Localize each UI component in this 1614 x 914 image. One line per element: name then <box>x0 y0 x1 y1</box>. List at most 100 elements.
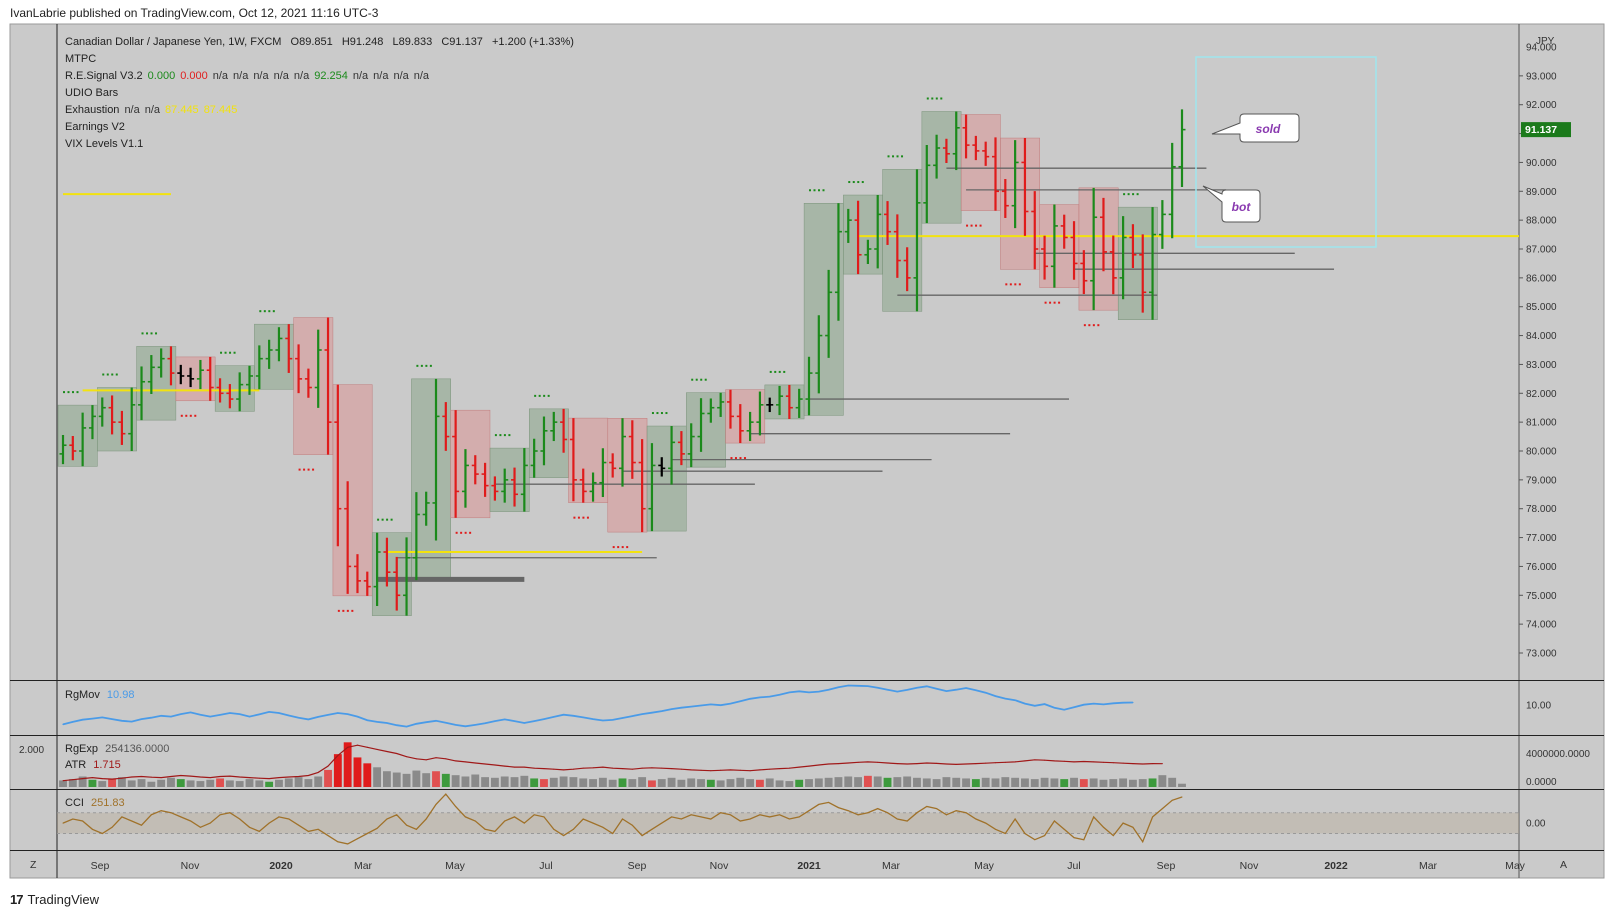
time-tick-label: May <box>445 860 466 872</box>
rgmov-point <box>945 690 948 692</box>
cci-point <box>72 818 74 820</box>
cci-point <box>582 818 584 820</box>
price-tick-label: 90.000 <box>1526 158 1557 169</box>
rgexp-volume-bar <box>628 779 637 787</box>
cci-point <box>749 818 751 820</box>
green-regime-box <box>803 203 844 416</box>
rgmov-point <box>553 716 555 718</box>
rgexp-volume-bar <box>687 778 696 787</box>
rgmov-point <box>1014 699 1016 701</box>
legend-change: +1.200 (+1.33%) <box>492 36 574 48</box>
rgexp-volume-bar <box>795 779 804 787</box>
atr-point <box>965 763 967 765</box>
cci-point <box>906 820 908 822</box>
atr-point <box>936 762 938 764</box>
rgmov-point <box>111 718 113 720</box>
cci-point <box>926 806 928 808</box>
indicator-name: R.E.Signal V3.2 <box>65 70 143 82</box>
time-tick-label: Nov <box>1240 860 1259 872</box>
atr-point <box>622 768 623 770</box>
atr-point <box>847 762 849 764</box>
sold-callout[interactable]: sold <box>1211 113 1300 143</box>
tradingview-logo[interactable]: 17 TradingView <box>10 892 99 907</box>
buy-signal-dot <box>813 189 816 192</box>
atr-point <box>631 768 633 770</box>
atr-point <box>572 768 574 770</box>
cci-pane[interactable] <box>10 790 1604 850</box>
atr-point <box>111 778 113 780</box>
cci-point <box>1161 808 1163 810</box>
cci-point <box>631 824 633 826</box>
atr-point <box>592 767 594 769</box>
buy-signal-dot <box>935 97 938 100</box>
buy-signal-dot <box>503 434 506 437</box>
rgmov-point <box>1053 707 1055 709</box>
rgexp-volume-bar <box>569 777 578 787</box>
cci-point <box>1181 796 1183 798</box>
sell-signal-dot <box>1058 301 1061 304</box>
atr-point <box>445 758 447 760</box>
atr-point <box>190 775 192 777</box>
rgmov-pane[interactable] <box>10 681 1604 735</box>
rgexp-volume-bar <box>1148 778 1157 787</box>
projection-box[interactable] <box>1195 56 1377 248</box>
atr-point <box>877 761 879 763</box>
rgexp-volume-bar <box>608 779 617 787</box>
rgexp-volume-bar <box>775 780 784 787</box>
atr-point <box>484 763 486 765</box>
atr-point <box>307 775 309 776</box>
legend-close-label: C <box>441 36 449 48</box>
rgexp-volume-bar <box>196 781 205 787</box>
cci-point <box>356 838 358 840</box>
rgmov-point <box>386 722 388 724</box>
rgexp-volume-bar <box>1099 779 1108 787</box>
indicator-legend-line: Exhaustion n/a n/a 87.445 87.445 <box>65 104 237 116</box>
price-tick-label: 80.000 <box>1526 447 1557 458</box>
price-tick-label: 73.000 <box>1526 649 1557 660</box>
atr-point <box>887 762 889 764</box>
legend-symbol: Canadian Dollar / Japanese Yen, 1W, FXCM <box>65 36 281 48</box>
rgmov-point <box>327 714 329 716</box>
auto-scale-left-button[interactable]: Z <box>30 859 37 871</box>
rgmov-point <box>896 691 898 693</box>
rgmov-point <box>729 702 732 705</box>
rgexp-volume-bar <box>540 779 548 787</box>
rgexp-volume-bar <box>275 779 283 787</box>
rgexp-volume-bar <box>157 779 166 787</box>
buy-signal-dot <box>901 155 904 158</box>
buy-signal-dot <box>420 364 423 367</box>
cci-point <box>1024 832 1026 834</box>
rgmov-point <box>170 716 172 718</box>
bot-callout[interactable]: bot <box>1202 185 1261 223</box>
sell-signal-dot <box>194 414 197 417</box>
cci-point <box>180 816 182 818</box>
rgmov-point <box>1102 703 1105 705</box>
cci-point <box>150 814 152 816</box>
cci-point <box>1063 828 1065 830</box>
atr-point <box>690 769 692 771</box>
atr-point <box>101 778 103 780</box>
atr-point <box>1024 760 1026 762</box>
atr-point <box>239 776 241 778</box>
auto-scale-right-button[interactable]: A <box>1560 859 1567 871</box>
rgexp-volume-bar <box>108 778 117 787</box>
green-regime-box <box>411 378 451 581</box>
green-regime-box <box>882 169 923 312</box>
atr-point <box>837 763 839 765</box>
cci-point <box>396 814 398 816</box>
rgmov-point <box>1132 701 1134 704</box>
rgexp-tick-label: 0.0000 <box>1526 777 1557 788</box>
atr-point <box>337 755 339 757</box>
time-axis[interactable] <box>10 851 1604 878</box>
sell-signal-dot <box>455 531 458 534</box>
time-tick-label: 2020 <box>269 860 293 872</box>
cci-point <box>985 822 987 824</box>
cci-point <box>1152 816 1154 818</box>
atr-point <box>494 764 496 766</box>
cci-point <box>995 828 996 830</box>
cci-point <box>141 824 143 826</box>
rgmov-point <box>435 720 437 722</box>
cci-point <box>298 824 300 826</box>
sell-signal-dot <box>1049 301 1052 304</box>
